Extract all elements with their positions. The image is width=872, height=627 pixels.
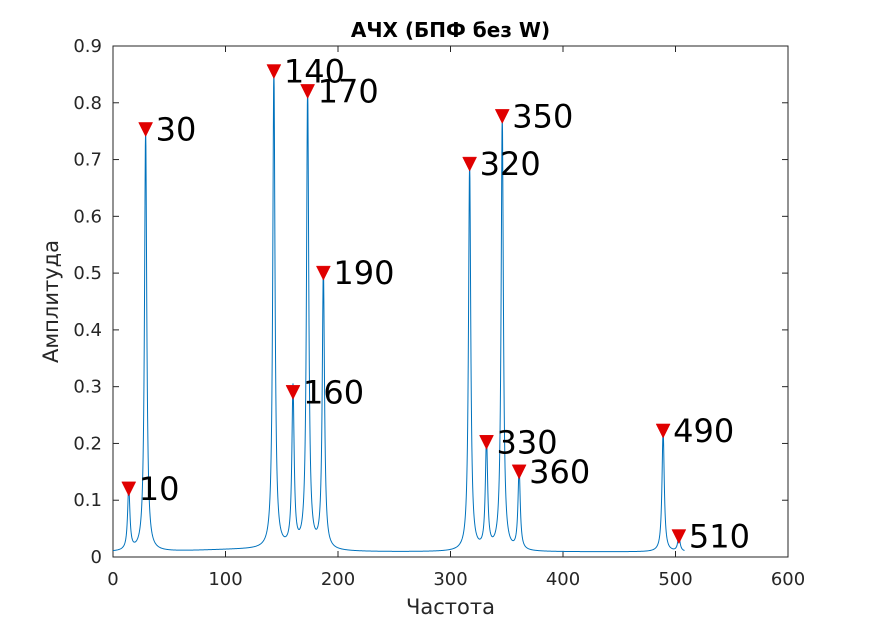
peak-marker: [300, 84, 316, 99]
y-axis-label: Амплитуда: [39, 240, 63, 363]
x-tick-label: 600: [771, 569, 805, 590]
peak-label: 30: [156, 110, 197, 148]
peak-label: 330: [497, 423, 558, 461]
peak-marker: [266, 64, 282, 80]
peak-label: 140: [284, 53, 345, 91]
y-tick-label: 0: [91, 547, 102, 568]
x-tick-label: 500: [658, 569, 692, 590]
peak-marker: [121, 481, 137, 497]
peak-marker: [462, 156, 478, 172]
x-tick-label: 100: [208, 569, 242, 590]
peak-marker: [671, 529, 687, 545]
peak-label: 190: [333, 254, 394, 292]
plot-area: 0 100 200 300 400 500 600 0 0.1 0.2 0.3 0.4 0.5 0.6 0.…: [73, 36, 805, 590]
peak-marker: [315, 265, 331, 281]
x-tick-label: 400: [546, 569, 580, 590]
y-tick-label: 0.3: [73, 377, 102, 398]
peak-label: 490: [673, 412, 734, 450]
peak-label: 10: [139, 470, 180, 508]
peak-label: 170: [318, 72, 379, 110]
chart-title: АЧХ (БПФ без W): [351, 18, 550, 42]
peak-label: 320: [480, 145, 541, 183]
spectrum-line: [112, 67, 685, 553]
x-tick-label: 0: [107, 569, 118, 590]
x-tick-label: 200: [321, 569, 355, 590]
peak-marker: [285, 385, 301, 400]
peak-label: 160: [303, 373, 364, 411]
y-tick-label: 0.7: [73, 150, 102, 171]
y-tick-label: 0.9: [73, 36, 102, 57]
peak-label: 350: [512, 97, 573, 135]
x-tick-label: 300: [433, 569, 467, 590]
y-tick-label: 0.6: [73, 206, 102, 227]
peak-label: 360: [529, 453, 590, 491]
peak-marker: [511, 464, 527, 480]
x-axis-label: Частота: [406, 595, 495, 619]
peak-marker: [138, 122, 154, 138]
y-tick-label: 0.1: [73, 490, 102, 511]
peak-marker: [655, 423, 671, 439]
peak-marker: [494, 109, 510, 124]
peak-label: 510: [689, 518, 750, 556]
y-tick-label: 0.4: [73, 320, 102, 341]
y-tick-label: 0.5: [73, 263, 102, 284]
y-tick-label: 0.2: [73, 433, 102, 454]
y-tick-label: 0.8: [73, 93, 102, 114]
peak-marker: [479, 435, 494, 450]
